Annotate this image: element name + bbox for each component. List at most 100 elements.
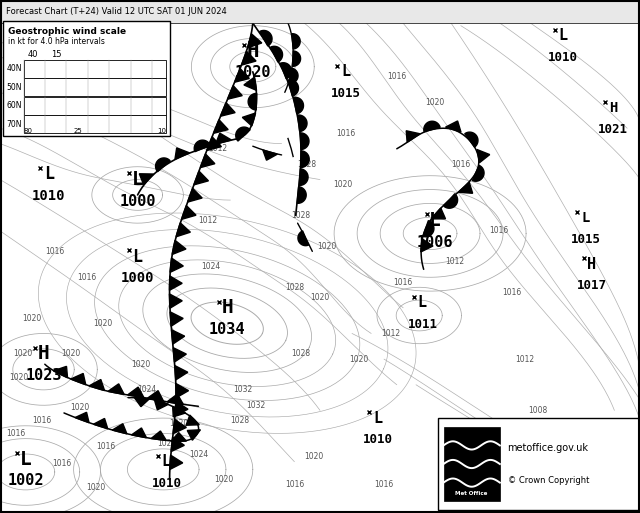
Polygon shape <box>93 419 108 429</box>
Bar <box>24 96 166 115</box>
Text: H: H <box>609 101 618 115</box>
Polygon shape <box>477 149 490 163</box>
Polygon shape <box>182 206 196 220</box>
Text: 1032: 1032 <box>234 385 253 394</box>
Bar <box>444 427 500 501</box>
Text: 1016: 1016 <box>451 160 470 169</box>
Text: 1020: 1020 <box>61 349 80 359</box>
Bar <box>0 0 640 23</box>
Text: L: L <box>20 449 31 469</box>
Polygon shape <box>170 258 183 272</box>
Text: 50N: 50N <box>6 83 22 92</box>
Text: 1024: 1024 <box>189 449 208 459</box>
Text: 1010: 1010 <box>548 51 578 64</box>
Polygon shape <box>112 424 127 434</box>
Bar <box>438 418 639 510</box>
Text: 1023: 1023 <box>25 368 62 383</box>
Polygon shape <box>200 154 215 168</box>
Text: 1015: 1015 <box>331 87 360 100</box>
Text: 1011: 1011 <box>408 318 437 331</box>
Polygon shape <box>172 330 185 344</box>
Text: 1016: 1016 <box>52 459 71 468</box>
Polygon shape <box>131 428 147 438</box>
Polygon shape <box>292 51 301 66</box>
Text: 1028: 1028 <box>285 283 304 292</box>
Text: 1016: 1016 <box>387 72 406 82</box>
Polygon shape <box>194 171 209 185</box>
Text: 1020: 1020 <box>333 180 352 189</box>
Polygon shape <box>53 366 68 378</box>
Text: 1016: 1016 <box>96 442 115 451</box>
Polygon shape <box>298 115 307 132</box>
Text: Forecast Chart (T+24) Valid 12 UTC SAT 01 JUN 2024: Forecast Chart (T+24) Valid 12 UTC SAT 0… <box>6 7 227 16</box>
Text: 1008: 1008 <box>438 467 458 477</box>
Text: 1010: 1010 <box>32 189 65 203</box>
Polygon shape <box>424 121 440 132</box>
Text: 1020: 1020 <box>426 98 445 107</box>
Text: 1016: 1016 <box>502 288 522 297</box>
Polygon shape <box>301 151 309 167</box>
Polygon shape <box>431 208 445 219</box>
Polygon shape <box>194 140 210 152</box>
Polygon shape <box>444 194 458 208</box>
Polygon shape <box>186 415 199 425</box>
Polygon shape <box>170 276 182 290</box>
Text: 1010: 1010 <box>363 433 392 446</box>
Text: 70N: 70N <box>6 120 22 129</box>
Text: 1016: 1016 <box>285 480 304 489</box>
Text: 1017: 1017 <box>577 279 607 292</box>
Polygon shape <box>420 239 433 252</box>
Bar <box>24 78 166 96</box>
Text: 1016: 1016 <box>374 480 394 489</box>
Polygon shape <box>176 384 189 398</box>
Text: 60N: 60N <box>6 101 22 110</box>
Polygon shape <box>465 132 478 147</box>
Polygon shape <box>227 86 243 99</box>
Text: 1020: 1020 <box>93 319 112 328</box>
Text: 1020: 1020 <box>170 419 189 428</box>
Polygon shape <box>127 387 144 398</box>
Polygon shape <box>280 63 292 79</box>
Text: L: L <box>132 247 143 266</box>
Text: 1008: 1008 <box>528 406 547 415</box>
Text: 80: 80 <box>24 128 33 134</box>
Text: 1016: 1016 <box>336 129 355 138</box>
Polygon shape <box>297 187 306 203</box>
Text: 1012: 1012 <box>381 329 400 338</box>
Text: L: L <box>418 295 427 310</box>
Text: 1016: 1016 <box>6 429 26 438</box>
Polygon shape <box>154 400 168 410</box>
Polygon shape <box>70 373 86 385</box>
Polygon shape <box>423 221 434 237</box>
Text: 1008: 1008 <box>515 467 534 477</box>
Polygon shape <box>108 384 124 394</box>
Polygon shape <box>188 430 200 440</box>
Text: 1007: 1007 <box>491 441 520 454</box>
Polygon shape <box>151 431 166 441</box>
Polygon shape <box>289 68 298 84</box>
Polygon shape <box>171 437 184 451</box>
Polygon shape <box>300 133 309 149</box>
Polygon shape <box>188 188 202 202</box>
Text: L: L <box>581 211 590 225</box>
Polygon shape <box>263 150 277 160</box>
Text: H: H <box>221 298 233 318</box>
Text: 1020: 1020 <box>310 293 330 302</box>
Polygon shape <box>147 391 164 401</box>
Polygon shape <box>216 133 231 144</box>
Text: 1020: 1020 <box>317 242 336 251</box>
Polygon shape <box>235 69 250 82</box>
Text: 1021: 1021 <box>598 123 628 136</box>
Text: L: L <box>429 211 441 230</box>
Text: 1032: 1032 <box>246 401 266 410</box>
Text: in kt for 4.0 hPa intervals: in kt for 4.0 hPa intervals <box>8 37 105 47</box>
Polygon shape <box>171 432 186 441</box>
Polygon shape <box>260 30 272 46</box>
Polygon shape <box>248 93 257 110</box>
Text: 1016: 1016 <box>490 226 509 235</box>
Text: 1016: 1016 <box>32 416 51 425</box>
Polygon shape <box>458 182 472 193</box>
Text: 1020: 1020 <box>304 452 323 461</box>
Text: 1012: 1012 <box>515 354 534 364</box>
Polygon shape <box>176 223 190 237</box>
